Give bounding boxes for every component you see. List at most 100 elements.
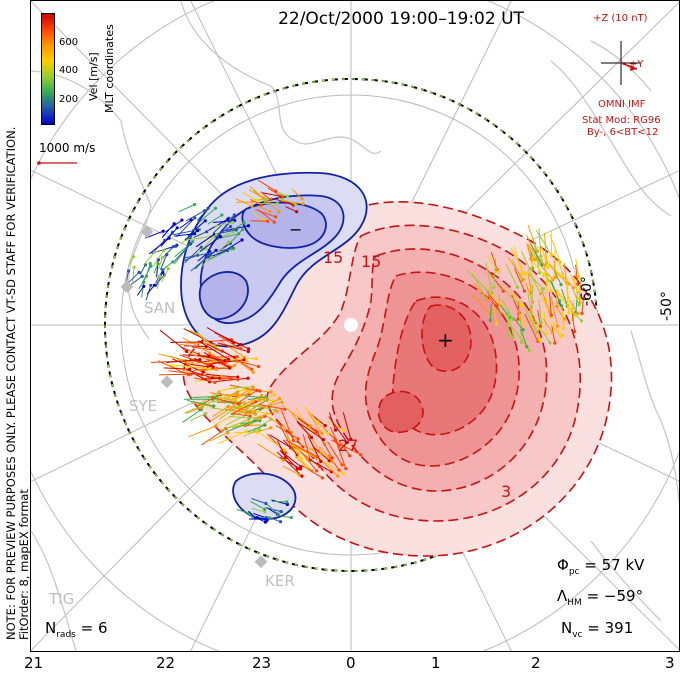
velocity-vector-origin [235,390,239,395]
velocity-vector-origin [550,253,554,257]
velocity-vector-origin [254,357,258,361]
velocity-vector-origin [535,330,539,334]
contour-label-27: 27 [338,436,358,455]
velocity-vector-origin [153,250,157,254]
velocity-vector [547,263,569,285]
velocity-vector-origin [263,510,267,514]
velocity-vector [218,335,242,350]
velocity-vector [250,198,262,206]
velocity-vector [530,243,543,265]
velocity-vector [327,420,345,431]
velocity-vector [215,377,249,382]
velocity-vector [524,313,539,342]
velocity-vector-origin [553,341,557,345]
velocity-vector-origin [560,304,564,308]
velocity-vector [248,510,256,519]
velocity-vector-origin [522,289,526,293]
velocity-vector-origin [137,270,141,274]
velocity-vector [185,252,211,259]
station-label-san: SAN [144,299,175,317]
velocity-vector-origin [550,289,554,293]
velocity-vector-origin [242,355,247,359]
vector-count: Nvc = 391 [561,619,633,640]
velocity-vector [282,465,300,476]
velocity-vector-origin [245,406,250,410]
velocity-vector [285,439,318,458]
velocity-vector-origin [213,206,218,210]
velocity-vector-origin [185,349,189,353]
potential-minimum-marker: − [289,220,302,239]
velocity-vector [501,299,514,320]
velocity-vector-origin [277,210,281,214]
velocity-vector [297,417,318,433]
velocity-vector-origin [227,240,231,244]
velocity-vector [258,403,285,410]
velocity-vector [540,245,549,268]
velocity-vector [257,179,277,192]
latitude-label-60: -60° [579,276,595,306]
velocity-vector [203,348,232,368]
velocity-vector-origin [206,363,210,367]
velocity-vector-origin [246,376,250,380]
velocity-vector-origin [220,213,224,217]
velocity-vector [251,409,267,414]
velocity-vector [145,230,164,239]
velocity-vector [569,299,579,314]
velocity-vector [529,307,535,323]
velocity-vector [196,391,220,406]
velocity-vector [172,358,204,373]
velocity-vector-origin [198,358,202,362]
nvc-value: = 391 [587,619,634,637]
velocity-vector-origin [175,226,179,230]
velocity-vector [487,295,503,316]
velocity-vector-origin [250,204,254,208]
velocity-vector-origin [576,312,580,316]
velocity-vector [183,345,207,347]
velocity-vector [281,515,292,518]
phi-symbol: Φ [557,556,569,574]
velocity-vector [342,412,352,440]
mlt-tick-1: 1 [431,654,441,672]
velocity-vector-origin [250,367,254,371]
mlt-tick-21: 21 [24,654,44,672]
velocity-vector [315,428,333,459]
scale-label: 1000 m/s [39,141,96,155]
velocity-vector [550,295,559,327]
velocity-vector [157,274,165,283]
velocity-vector [527,225,538,252]
velocity-vector-origin [257,417,261,421]
velocity-vector [492,301,498,325]
velocity-vector-origin [291,438,295,442]
velocity-vector-origin [333,428,338,432]
velocity-vector-origin [253,412,257,416]
velocity-vector [217,430,247,445]
velocity-vector-origin [223,361,227,365]
contour-label-15a: 15 [323,248,343,267]
velocity-vector-origin [228,366,232,370]
velocity-vector [184,236,211,241]
velocity-vector-origin [487,290,491,294]
velocity-vector-origin [229,247,234,251]
convection-map: SAN SYE KER TIG 15 15 27 3 − + -60° -50° [31,1,679,651]
velocity-vector [546,259,563,278]
velocity-vector-origin [305,465,309,469]
velocity-vector-origin [511,335,515,339]
velocity-vector-origin [204,412,208,416]
velocity-vector [520,251,531,270]
velocity-vector-origin [269,198,273,202]
velocity-vector [197,354,225,362]
colorbar-label: Vel [m/s] [87,52,100,101]
velocity-vector-origin [255,388,259,392]
velocity-vector [537,309,541,327]
velocity-vector [527,271,532,293]
velocity-vector [295,407,310,430]
velocity-vector [271,499,288,505]
velocity-vector [526,243,532,260]
velocity-vector-origin [342,428,346,432]
velocity-vector [248,189,264,199]
coastlines [31,1,679,651]
velocity-vector-origin [345,441,349,445]
velocity-vector [180,346,199,355]
velocity-vector [194,377,216,383]
velocity-vector [142,265,152,282]
